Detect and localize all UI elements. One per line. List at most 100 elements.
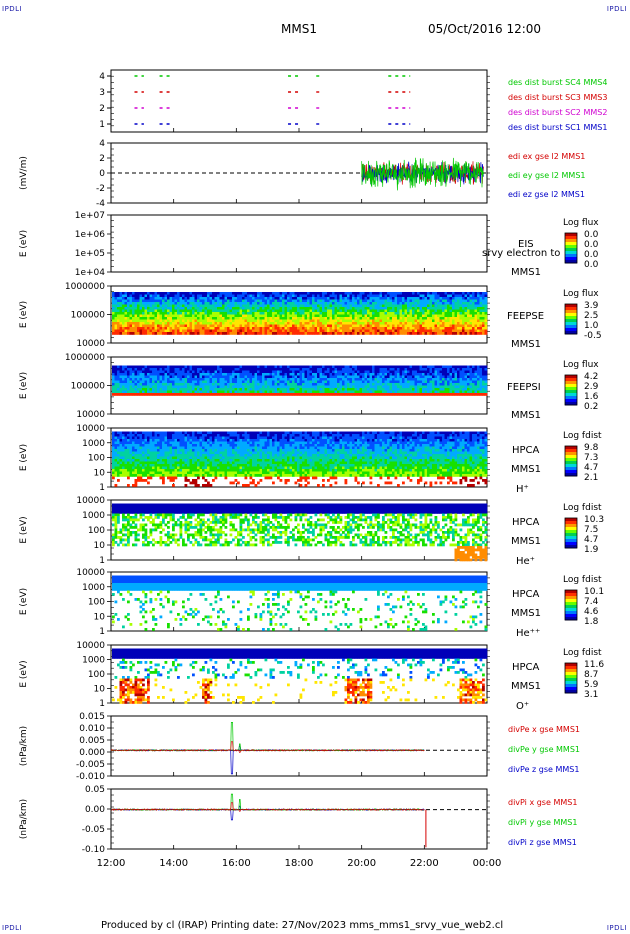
spec-cell — [222, 327, 225, 330]
spec-cell — [377, 329, 380, 333]
spec-cell — [414, 390, 418, 394]
spec-cell — [307, 302, 310, 305]
spec-cell — [134, 385, 138, 389]
spec-cell — [122, 375, 125, 379]
spec-cell — [264, 378, 268, 381]
spec-cell — [419, 324, 423, 328]
spec-cell — [282, 297, 285, 300]
spec-cell — [279, 383, 283, 386]
spec-cell — [162, 314, 165, 318]
spec-cell — [204, 370, 208, 374]
spec-cell — [222, 373, 225, 376]
spec-cell — [132, 471, 135, 475]
spec-cell — [342, 365, 345, 369]
spec-cell — [387, 388, 390, 391]
spec-cell — [314, 383, 318, 386]
spec-cell — [297, 302, 300, 305]
spec-cell — [294, 373, 298, 376]
spec-cell — [144, 378, 148, 381]
spec-cell — [277, 292, 280, 295]
spec-cell — [377, 309, 380, 313]
spec-cell — [154, 302, 158, 305]
spec-cell — [339, 314, 343, 318]
spec-cell — [289, 365, 293, 369]
spec-cell — [124, 314, 128, 318]
spec-cell — [167, 383, 170, 386]
spec-cell — [272, 393, 275, 396]
spec-cell — [447, 380, 450, 384]
spec-cell — [457, 297, 460, 300]
spec-cell — [162, 312, 165, 315]
spec-cell — [184, 388, 188, 391]
spec-cell — [204, 373, 208, 376]
spec-cell — [444, 383, 448, 386]
spec-cell — [429, 314, 433, 318]
spec-cell — [149, 292, 153, 295]
spec-cell — [184, 299, 188, 303]
spec-cell — [457, 329, 460, 333]
spec-cell — [412, 390, 415, 394]
spec-cell — [322, 393, 325, 396]
spec-cell — [477, 378, 480, 381]
colorbar-title: Log flux — [563, 218, 599, 228]
spec-cell — [404, 314, 408, 318]
spec-cell — [157, 297, 160, 300]
spec-cell — [477, 324, 480, 328]
spec-cell — [432, 302, 435, 305]
spec-cell — [449, 324, 453, 328]
spec-cell — [114, 471, 118, 475]
spec-cell — [124, 319, 128, 323]
spec-cell — [369, 329, 373, 333]
spec-cell — [462, 365, 465, 369]
spec-cell — [477, 393, 480, 396]
spec-cell — [184, 380, 188, 384]
spec-cell — [132, 484, 135, 487]
spec-cell — [374, 302, 378, 305]
spec-cell — [122, 449, 125, 452]
feepsi-spectrogram — [112, 365, 488, 396]
spec-cell — [372, 393, 375, 396]
spec-cell — [302, 329, 305, 333]
spec-cell — [477, 375, 480, 379]
spec-cell — [404, 299, 408, 303]
spec-cell — [462, 370, 465, 374]
spec-cell — [387, 332, 390, 335]
spec-cell — [287, 388, 290, 391]
spec-cell — [409, 312, 413, 315]
spec-cell — [469, 375, 473, 379]
spec-cell — [292, 378, 295, 381]
spec-cell — [129, 375, 133, 379]
spec-cell — [219, 309, 223, 313]
spec-cell — [177, 329, 180, 333]
spec-cell — [482, 322, 485, 325]
spec-cell — [292, 304, 295, 308]
spec-cell — [199, 324, 203, 328]
spec-cell — [269, 388, 273, 391]
spec-cell — [384, 317, 388, 320]
spec-cell — [339, 292, 343, 295]
spec-cell — [379, 383, 383, 386]
spec-cell — [417, 294, 420, 298]
spec-cell — [382, 327, 385, 330]
spec-cell — [289, 292, 293, 295]
spec-cell — [407, 327, 410, 330]
spec-cell — [152, 314, 155, 318]
spec-cell — [212, 375, 215, 379]
spec-cell — [372, 378, 375, 381]
spec-cell — [182, 380, 185, 384]
spec-cell — [379, 385, 383, 389]
spec-cell — [459, 292, 463, 295]
spec-cell — [142, 312, 145, 315]
spec-cell — [392, 332, 395, 335]
spec-cell — [357, 327, 360, 330]
spec-cell — [164, 309, 168, 313]
spec-cell — [349, 383, 353, 386]
spec-cell — [364, 385, 368, 389]
spec-cell — [349, 385, 353, 389]
spec-cell — [444, 368, 448, 371]
spec-cell — [457, 327, 460, 330]
spec-cell — [117, 444, 120, 447]
spec-cell — [352, 368, 355, 371]
spec-cell — [344, 329, 348, 333]
spec-cell — [292, 385, 295, 389]
